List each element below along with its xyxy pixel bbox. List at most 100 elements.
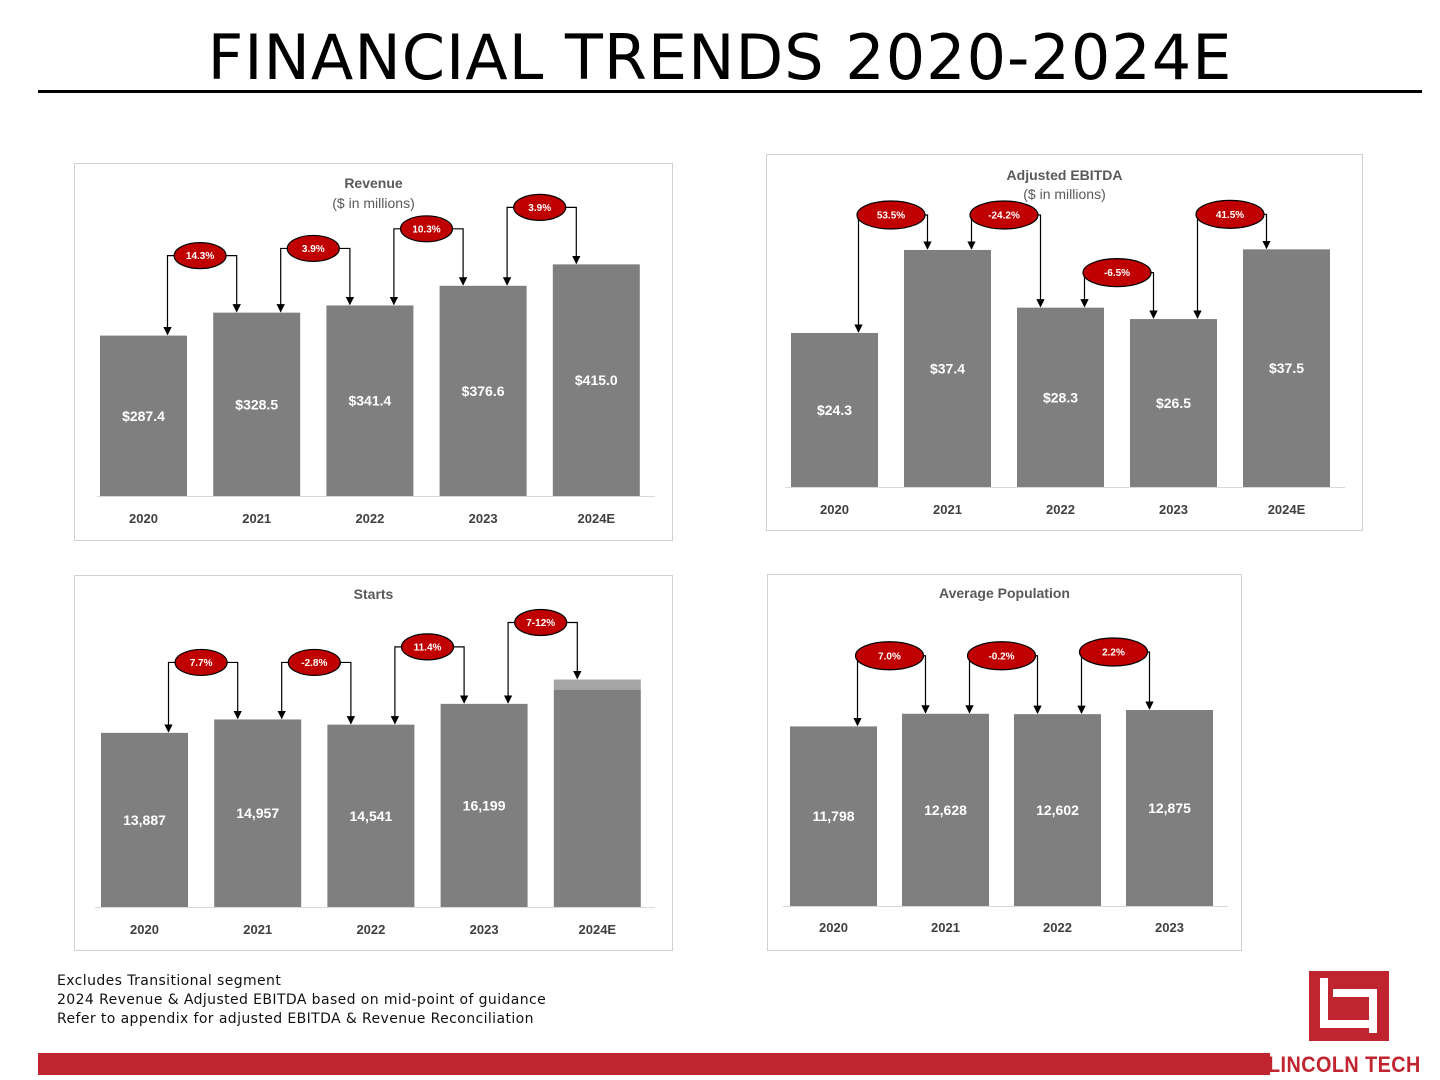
population-growth-bubble-0 bbox=[854, 641, 925, 671]
revenue-value-label-2020: $287.4 bbox=[122, 408, 165, 424]
population-chart-title: Average Population bbox=[939, 585, 1070, 601]
revenue-bar-2023 bbox=[439, 285, 527, 496]
starts-x-tick-2024E: 2024E bbox=[579, 922, 617, 937]
ebitda-chart-canvas: $24.3 2020 $37.4 2021 $28.3 2022 $26.5 2023 $37.… bbox=[785, 199, 1345, 517]
footnote-1: Excludes Transitional segment bbox=[57, 973, 282, 989]
revenue-growth-label-1: 3.9% bbox=[302, 244, 325, 255]
revenue-growth-label-3: 3.9% bbox=[528, 203, 551, 214]
population-growth-bubble-1 bbox=[966, 641, 1037, 671]
population-bar-2022 bbox=[1014, 714, 1101, 906]
population-chart-canvas: 11,798 2020 12,628 2021 12,602 2022 12,875 2023… bbox=[783, 637, 1228, 935]
ebitda-growth-bubble-3 bbox=[1195, 199, 1265, 229]
starts-growth-arrow-right-0 bbox=[224, 661, 242, 720]
starts-bar-2022 bbox=[327, 724, 415, 907]
ebitda-value-label-2021: $37.4 bbox=[930, 360, 965, 376]
ebitda-growth-arrow-left-0 bbox=[854, 214, 863, 333]
population-chart: 11,798 2020 12,628 2021 12,602 2022 12,875 2023… bbox=[767, 574, 1242, 951]
lincoln-tech-logo-icon bbox=[1309, 971, 1389, 1041]
revenue-chart-canvas: $287.4 2020 $328.5 2021 $341.4 2022 $376.6 2023… bbox=[97, 193, 655, 526]
ebitda-bar-2023 bbox=[1130, 319, 1217, 487]
ebitda-bar-2020 bbox=[791, 332, 878, 487]
revenue-bar-2022 bbox=[326, 305, 414, 496]
population-growth-arrow-right-0 bbox=[920, 655, 930, 714]
starts-value-label-2023: 16,199 bbox=[463, 797, 506, 813]
starts-growth-label-2: 11.4% bbox=[414, 642, 442, 653]
revenue-chart: $287.4 2020 $328.5 2021 $341.4 2022 $376.6 2023… bbox=[74, 163, 673, 541]
population-bar-2021 bbox=[902, 713, 989, 906]
starts-chart: 13,887 2020 14,957 2021 14,541 2022 16,199 2023… bbox=[74, 575, 673, 951]
population-growth-arrow-right-1 bbox=[1032, 655, 1042, 715]
ebitda-value-label-2024E: $37.5 bbox=[1269, 360, 1304, 376]
ebitda-bar-2021 bbox=[904, 249, 991, 487]
population-bar-2020 bbox=[790, 726, 877, 906]
ebitda-x-tick-2020: 2020 bbox=[820, 502, 849, 517]
footer-red-bar bbox=[38, 1053, 1270, 1075]
ebitda-chart: $24.3 2020 $37.4 2021 $28.3 2022 $26.5 2023 $37.… bbox=[766, 154, 1363, 531]
starts-bar-range-2024E bbox=[553, 679, 641, 690]
ebitda-value-label-2020: $24.3 bbox=[817, 402, 852, 418]
population-growth-label-0: 7.0% bbox=[878, 651, 901, 662]
starts-growth-bubble-1 bbox=[287, 648, 341, 677]
revenue-growth-arrow-left-2 bbox=[389, 228, 404, 306]
ebitda-growth-bubble-0 bbox=[856, 200, 926, 230]
logo-text: LINCOLN TECH bbox=[1268, 1052, 1421, 1077]
ebitda-x-tick-2024E: 2024E bbox=[1268, 502, 1306, 517]
ebitda-value-label-2023: $26.5 bbox=[1156, 395, 1191, 411]
starts-chart-title: Starts bbox=[353, 586, 394, 602]
revenue-x-tick-2022: 2022 bbox=[355, 511, 384, 526]
starts-growth-arrow-left-3 bbox=[503, 621, 518, 704]
ebitda-chart-subtitle: ($ in millions) bbox=[1023, 186, 1106, 202]
revenue-growth-arrow-right-3 bbox=[562, 206, 581, 265]
starts-value-label-2020: 13,887 bbox=[123, 812, 166, 828]
starts-growth-arrow-right-2 bbox=[450, 646, 469, 704]
revenue-growth-arrow-right-2 bbox=[449, 228, 468, 286]
revenue-bar-2020 bbox=[100, 335, 187, 496]
starts-x-tick-2021: 2021 bbox=[243, 922, 272, 937]
population-growth-bubble-2 bbox=[1078, 637, 1149, 667]
starts-x-tick-2022: 2022 bbox=[356, 922, 385, 937]
revenue-chart-title: Revenue bbox=[344, 175, 403, 191]
revenue-growth-bubble-1 bbox=[286, 234, 340, 263]
ebitda-x-tick-2023: 2023 bbox=[1159, 502, 1188, 517]
revenue-value-label-2021: $328.5 bbox=[235, 396, 278, 412]
ebitda-growth-bubble-2 bbox=[1082, 258, 1152, 288]
revenue-bar-2021 bbox=[213, 312, 301, 496]
revenue-growth-arrow-left-1 bbox=[276, 247, 291, 313]
population-growth-arrow-left-2 bbox=[1077, 651, 1086, 715]
population-growth-label-1: -0.2% bbox=[988, 651, 1014, 662]
starts-bar-2023 bbox=[440, 703, 528, 907]
starts-growth-label-1: -2.8% bbox=[301, 658, 327, 669]
ebitda-growth-arrow-left-3 bbox=[1193, 213, 1202, 319]
population-value-label-2020: 11,798 bbox=[812, 808, 854, 824]
starts-bar-2021 bbox=[214, 719, 302, 907]
starts-value-label-2021: 14,957 bbox=[236, 805, 279, 821]
starts-growth-bubble-2 bbox=[400, 633, 455, 661]
starts-value-label-2022: 14,541 bbox=[349, 808, 392, 824]
revenue-x-tick-2020: 2020 bbox=[129, 511, 158, 526]
starts-chart-canvas: 13,887 2020 14,957 2021 14,541 2022 16,199 2023… bbox=[95, 608, 655, 937]
revenue-growth-bubble-0 bbox=[173, 242, 227, 270]
population-growth-arrow-left-1 bbox=[965, 655, 974, 714]
ebitda-bar-2022 bbox=[1017, 307, 1104, 487]
ebitda-value-label-2022: $28.3 bbox=[1043, 389, 1078, 405]
starts-growth-arrow-left-2 bbox=[390, 646, 405, 725]
population-x-tick-2020: 2020 bbox=[819, 920, 848, 935]
ebitda-growth-label-3: 41.5% bbox=[1216, 210, 1244, 221]
starts-growth-arrow-left-1 bbox=[277, 661, 292, 720]
title-underline bbox=[38, 90, 1422, 93]
ebitda-growth-bubble-1 bbox=[969, 200, 1039, 230]
starts-growth-bubble-0 bbox=[174, 648, 228, 677]
starts-bar-2024E bbox=[553, 689, 641, 907]
starts-bar-2020 bbox=[101, 732, 188, 907]
revenue-growth-label-2: 10.3% bbox=[412, 224, 440, 235]
starts-x-tick-2020: 2020 bbox=[130, 922, 159, 937]
ebitda-x-tick-2022: 2022 bbox=[1046, 502, 1075, 517]
population-x-tick-2022: 2022 bbox=[1043, 920, 1072, 935]
revenue-x-tick-2021: 2021 bbox=[242, 511, 271, 526]
ebitda-x-tick-2021: 2021 bbox=[933, 502, 962, 517]
starts-growth-label-3: 7-12% bbox=[526, 618, 555, 629]
population-growth-arrow-left-0 bbox=[853, 655, 862, 727]
ebitda-growth-label-2: -6.5% bbox=[1104, 268, 1130, 279]
revenue-value-label-2023: $376.6 bbox=[462, 383, 505, 399]
page-title: FINANCIAL TRENDS 2020-2024E bbox=[207, 21, 1233, 94]
